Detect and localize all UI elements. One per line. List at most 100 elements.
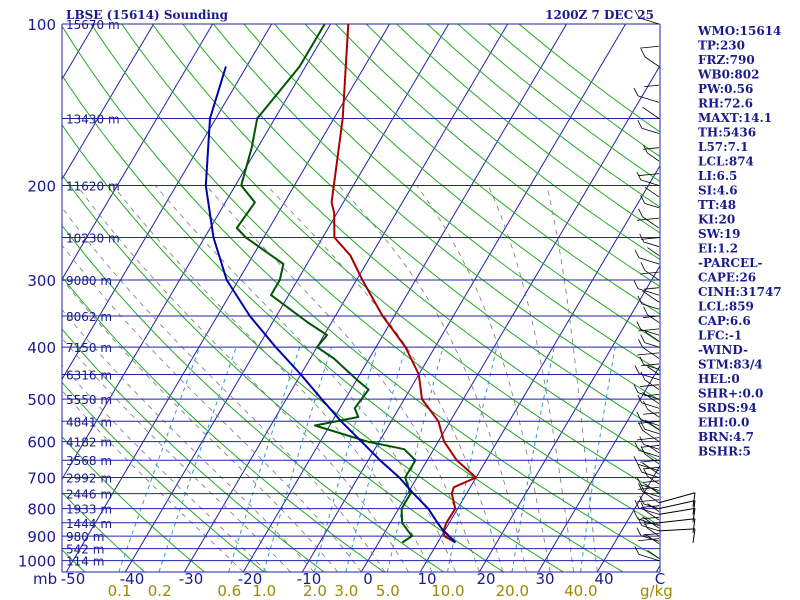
isotherm-line [62, 24, 214, 281]
moist-adiabat-line [62, 244, 362, 572]
stability-indices-panel: WMO:15614TP:230FRZ:790WB0:802PW:0.56RH:7… [697, 24, 782, 459]
wind-barb [641, 303, 660, 310]
height-label: 114 m [66, 555, 104, 569]
wind-barb-flag [633, 280, 639, 289]
wind-barb [642, 290, 660, 303]
wind-barb [637, 288, 660, 296]
mixing-ratio-line [580, 347, 616, 572]
isotherm-line [62, 24, 155, 181]
moist-adiabat-line [62, 206, 386, 572]
mixing-ratio-tick-label: 2.0 [303, 582, 327, 600]
mixing-ratio-tick-label: 5.0 [376, 582, 400, 600]
stability-index-row: SRDS:94 [698, 401, 757, 415]
dry-adiabat-line [274, 24, 660, 343]
stability-index-row: L57:7.1 [698, 140, 748, 154]
sounding-series-line [235, 24, 417, 544]
wind-barb-flag [634, 442, 640, 451]
wind-barb-flag [643, 467, 648, 477]
wind-barb [640, 419, 660, 426]
wind-barb-flag [640, 262, 646, 271]
wind-barb-flag [634, 249, 640, 258]
wind-barb [647, 550, 660, 559]
stability-index-row: LCL:874 [698, 155, 754, 169]
stability-index-row: FRZ:790 [698, 53, 755, 67]
stability-index-row: EI:1.2 [698, 242, 738, 256]
wind-barb-flag [692, 508, 696, 523]
dry-adiabat-line [62, 491, 145, 572]
wind-barb-flag [692, 492, 696, 507]
moist-adiabat-line [62, 364, 268, 572]
dry-adiabat-line [90, 24, 660, 527]
stability-index-row: LI:6.5 [698, 169, 737, 183]
wind-barb [641, 471, 660, 478]
wind-barb [637, 437, 660, 441]
stability-index-row: -PARCEL- [698, 256, 763, 270]
wind-barb [647, 503, 660, 512]
wind-barb-flag [637, 394, 643, 404]
dry-adiabat-line [151, 24, 660, 463]
stability-index-row: SW:19 [698, 227, 740, 241]
wind-barb-flag [633, 384, 639, 393]
sounding-series-line [330, 24, 477, 544]
wind-barb-flag [634, 546, 640, 555]
mixing-ratio-unit-label: g/kg [640, 582, 673, 600]
height-label: 1933 m [66, 503, 112, 517]
stability-index-row: CAPE:26 [698, 271, 756, 285]
temperature-tick-label: 20 [476, 570, 495, 588]
wind-barb-flag [638, 338, 643, 348]
height-label: 542 m [66, 543, 104, 557]
wind-barb [638, 328, 660, 332]
isotherm-line [537, 364, 660, 572]
mixing-ratio-tick-label: 3.0 [334, 582, 358, 600]
wind-barb [647, 366, 660, 375]
wind-barb-flag [633, 510, 639, 520]
dry-adiabat-line [62, 328, 325, 572]
wind-barb [640, 45, 660, 49]
wind-barb [638, 538, 660, 542]
stability-index-row: CAP:6.6 [698, 314, 751, 328]
moist-adiabat-line [112, 185, 433, 572]
isotherm-line [62, 24, 273, 381]
temperature-tick-label: 0 [363, 570, 373, 588]
isotherm-line [124, 24, 450, 572]
moist-adiabat-line [62, 337, 291, 572]
stability-index-row: -WIND- [698, 343, 748, 357]
dry-adiabat-line [121, 24, 660, 494]
height-label: 2446 m [66, 488, 112, 502]
wind-barb [637, 217, 660, 221]
wind-barb-flag [640, 371, 646, 381]
wind-barb [640, 459, 660, 463]
moist-adiabat-line [62, 390, 244, 572]
wind-barb [637, 95, 660, 103]
wind-barb [647, 408, 660, 418]
wind-barb [644, 453, 660, 465]
wind-barb [642, 491, 660, 504]
moist-adiabat-line [62, 278, 339, 572]
dry-adiabat-line [304, 24, 660, 315]
wind-barb [647, 152, 660, 162]
wind-barb [643, 241, 660, 248]
wind-barb-flag [637, 517, 643, 526]
temperature-tick-label: -10 [297, 570, 322, 588]
wind-barb-flag [640, 421, 646, 430]
mixing-ratio-line [158, 346, 237, 572]
wind-barb-flag [636, 527, 642, 536]
wind-barb-flag [636, 476, 642, 486]
wind-barb-flag [636, 321, 642, 330]
sounding-lines [204, 24, 477, 544]
wind-barb-flag [640, 48, 646, 58]
stability-index-row: SHR+:0.0 [698, 387, 763, 401]
height-label: 13430 m [66, 112, 120, 126]
pressure-tick-label: 300 [27, 272, 56, 290]
isotherm-line [360, 64, 660, 572]
wind-barb [640, 179, 660, 186]
grid-lines [0, 24, 660, 572]
isotherm-line [0, 24, 36, 572]
mixing-ratio-tick-label: 20.0 [496, 582, 529, 600]
pressure-unit-label: mb [33, 570, 57, 588]
wind-barb [644, 419, 660, 430]
wind-barb-flag [643, 519, 648, 529]
moist-adiabat-line [416, 185, 551, 572]
wind-barb [641, 127, 660, 134]
